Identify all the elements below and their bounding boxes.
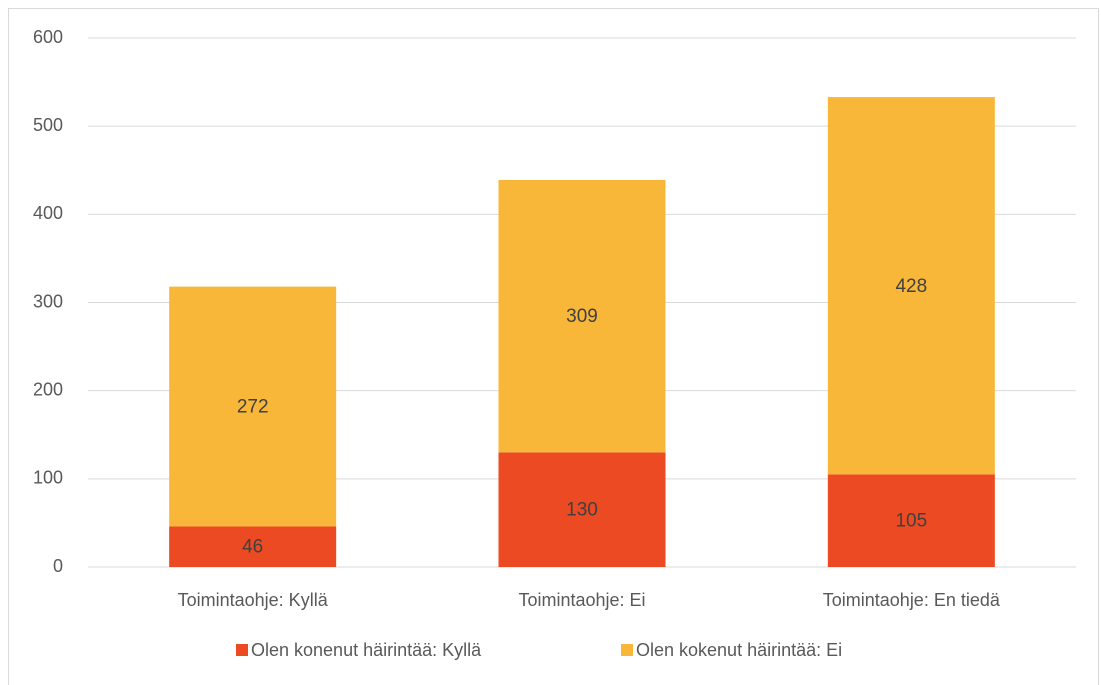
bar-segment — [169, 526, 337, 567]
data-label: 309 — [566, 306, 598, 327]
data-label: 272 — [237, 397, 269, 418]
bar-segment — [827, 97, 995, 475]
legend-label: Olen kokenut häirintää: Ei — [636, 640, 842, 660]
legend-swatch — [621, 644, 633, 656]
y-tick-label: 200 — [33, 379, 63, 399]
y-tick-label: 300 — [33, 291, 63, 311]
legend-swatch — [236, 644, 248, 656]
bar-segment — [498, 452, 666, 567]
legend-label: Olen konenut häirintää: Kyllä — [251, 640, 482, 660]
y-tick-label: 600 — [33, 27, 63, 47]
x-tick-label: Toimintaohje: En tiedä — [823, 590, 1001, 610]
data-label: 130 — [566, 500, 598, 521]
y-tick-label: 100 — [33, 468, 63, 488]
bar-segment — [827, 474, 995, 567]
data-label: 428 — [895, 276, 927, 297]
x-tick-label: Toimintaohje: Ei — [518, 590, 645, 610]
bar-segment — [169, 286, 337, 527]
bar-segment — [498, 179, 666, 453]
y-tick-label: 500 — [33, 115, 63, 135]
data-label: 105 — [895, 511, 927, 532]
data-label: 46 — [242, 537, 263, 558]
x-tick-label: Toimintaohje: Kyllä — [178, 590, 329, 610]
y-tick-label: 0 — [53, 556, 63, 576]
y-tick-label: 400 — [33, 203, 63, 223]
